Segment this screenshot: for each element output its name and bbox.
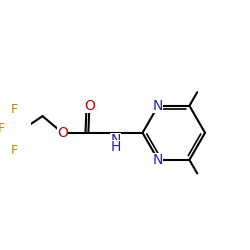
Text: F: F [0,122,4,135]
Text: N: N [153,99,163,113]
Text: N: N [110,133,121,147]
Text: N: N [153,153,163,167]
Text: O: O [84,99,95,113]
Text: F: F [11,144,18,157]
Text: O: O [57,126,68,140]
Text: H: H [110,140,121,153]
Text: F: F [11,104,18,117]
